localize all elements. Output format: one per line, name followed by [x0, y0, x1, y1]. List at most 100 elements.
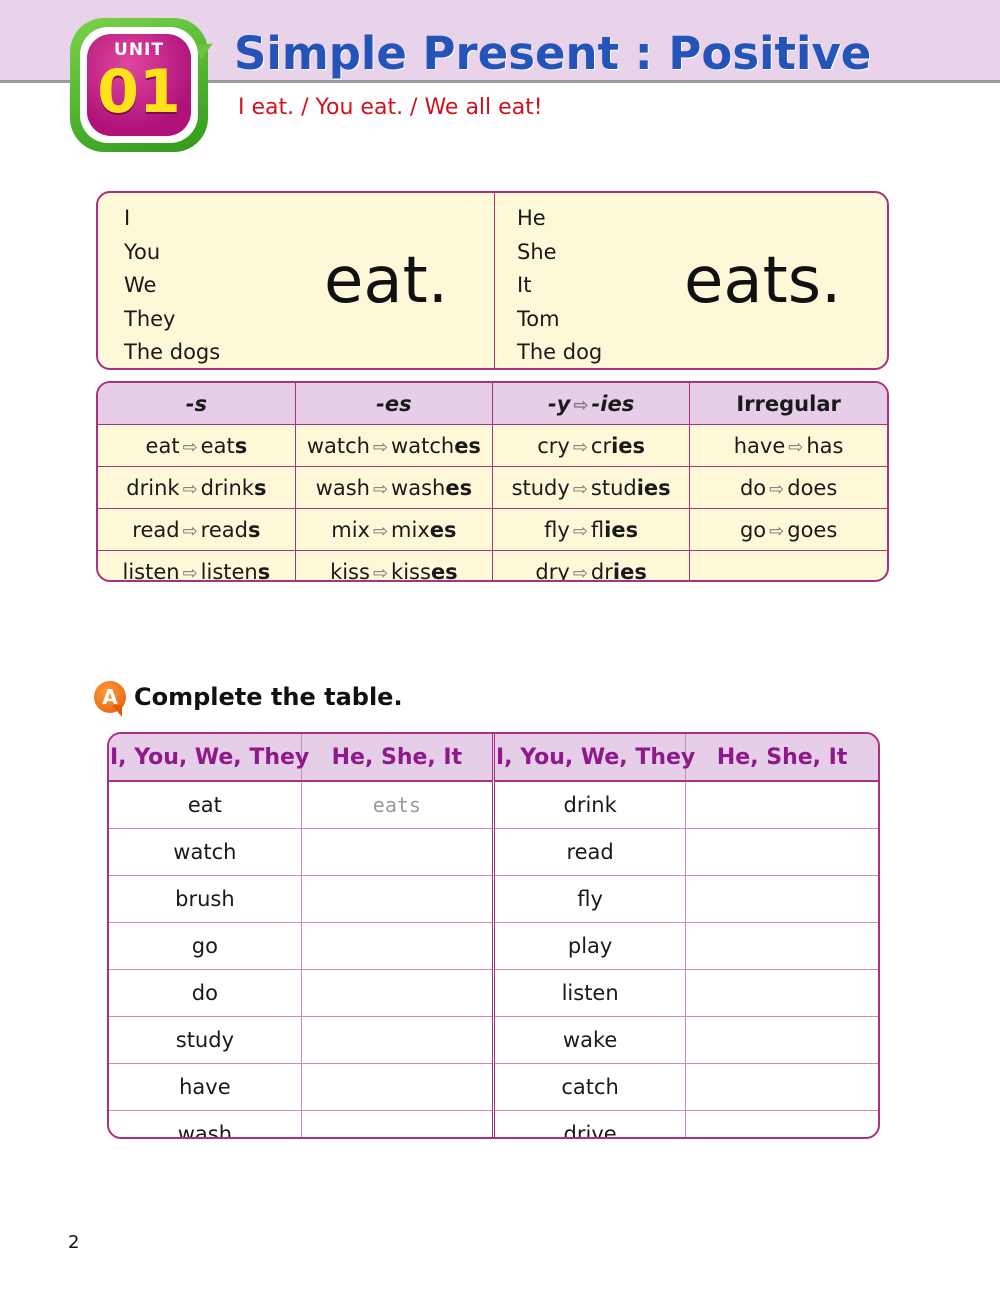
rule-header-y-ies: -y ⇨ -ies	[492, 383, 691, 425]
table-row: brush fly	[109, 875, 878, 923]
rules-header-row: -s -es -y ⇨ -ies Irregular	[98, 383, 887, 425]
answer-cell[interactable]	[685, 1063, 878, 1111]
answer-cell[interactable]	[685, 781, 878, 829]
answer-cell[interactable]	[301, 969, 496, 1017]
rule-cell: do ⇨ does	[689, 466, 887, 509]
page-title: Simple Present : Positive	[234, 27, 872, 80]
conjugation-box: I You We They The dogs eat. He She It To…	[96, 191, 889, 370]
answer-cell[interactable]	[685, 875, 878, 923]
subject: They	[124, 306, 176, 331]
subject: I	[124, 206, 131, 230]
ending: ies	[612, 559, 647, 582]
rule-header-label: -y	[548, 391, 571, 416]
base-verb-cell: wash	[109, 1110, 302, 1137]
stem: fl	[590, 517, 605, 542]
stem: kiss	[391, 559, 431, 582]
column-header: He, She, It	[685, 734, 878, 782]
answer-cell[interactable]	[301, 922, 496, 970]
ending: es	[429, 517, 457, 542]
irregular-form: has	[806, 433, 844, 458]
ending: es	[454, 433, 481, 458]
table-row: go play	[109, 922, 878, 970]
answer-cell[interactable]	[685, 969, 878, 1017]
column-header: I, You, We, They	[493, 734, 695, 782]
subject: You	[124, 239, 161, 264]
subject: The dogs	[124, 340, 221, 365]
rule-header-irregular: Irregular	[689, 383, 887, 425]
subject: She	[517, 239, 557, 264]
arrow-right-icon: ⇨	[788, 436, 804, 458]
base-verb-cell: have	[109, 1063, 302, 1111]
base-form: watch	[306, 433, 370, 458]
base-verb-cell: listen	[493, 969, 687, 1017]
base-verb-cell: watch	[109, 828, 302, 876]
base-verb-cell: go	[109, 922, 302, 970]
answer-cell[interactable]	[686, 1111, 878, 1138]
base-verb-cell: read	[493, 828, 687, 876]
base-form: mix	[331, 517, 370, 542]
ending: s	[234, 433, 248, 458]
answer-cell[interactable]	[301, 828, 496, 876]
rule-cell-empty	[690, 551, 887, 581]
arrow-right-icon: ⇨	[372, 562, 389, 582]
rule-cell: mix ⇨ mixes	[295, 508, 494, 551]
rule-cell: wash ⇨ washes	[295, 466, 494, 509]
base-form: wash	[315, 475, 370, 500]
base-form: read	[132, 517, 180, 542]
arrow-right-icon: ⇨	[182, 436, 198, 458]
plural-subjects: I You We They The dogs	[124, 202, 220, 370]
rule-header-label: -ies	[591, 391, 635, 416]
unit-number: 01	[97, 57, 181, 127]
arrow-right-icon: ⇨	[769, 478, 785, 500]
stem: cr	[590, 433, 612, 458]
answer-cell[interactable]	[685, 922, 878, 970]
answer-cell[interactable]: eats	[301, 781, 496, 829]
stem: drink	[200, 475, 254, 500]
answer-cell[interactable]	[301, 1016, 496, 1064]
base-verb-cell: eat	[109, 781, 302, 829]
ending: es	[445, 475, 473, 500]
base-verb: eat.	[324, 244, 449, 318]
rule-cell: fly ⇨ flies	[492, 508, 691, 551]
stem: dr	[590, 559, 613, 582]
answer-cell[interactable]	[301, 1110, 496, 1137]
subject: We	[124, 273, 157, 298]
subject: He	[517, 206, 546, 230]
arrow-right-icon: ⇨	[182, 520, 198, 542]
stem: listen	[200, 559, 258, 582]
base-form: go	[739, 517, 767, 542]
base-form: cry	[537, 433, 570, 458]
third-person-verb: eats.	[684, 244, 842, 318]
rule-header-label: -es	[376, 391, 412, 416]
unit-label: UNIT	[114, 40, 164, 60]
arrow-right-icon: ⇨	[572, 520, 588, 542]
ending: s	[257, 559, 271, 582]
arrow-right-icon: ⇨	[182, 562, 198, 582]
rule-cell: go ⇨ goes	[689, 508, 887, 551]
stem: mix	[391, 517, 430, 542]
answer-cell[interactable]	[301, 875, 496, 923]
arrow-right-icon: ⇨	[182, 478, 198, 500]
rule-cell: read ⇨ reads	[98, 508, 296, 551]
subject: It	[517, 273, 532, 298]
ending: ies	[611, 433, 646, 458]
base-verb-cell: play	[493, 922, 687, 970]
exercise-header-row: I, You, We, They He, She, It I, You, We,…	[109, 734, 878, 782]
rule-header-s: -s	[98, 383, 296, 425]
table-row: drink ⇨ drinks wash ⇨ washes study ⇨ studies d…	[98, 466, 887, 509]
ending: ies	[636, 475, 671, 500]
answer-cell[interactable]	[685, 1016, 878, 1064]
base-verb-cell: brush	[109, 875, 302, 923]
table-row: listen ⇨ listens kiss ⇨ kisses dry ⇨ dries	[98, 550, 887, 582]
answer-cell[interactable]	[685, 828, 878, 876]
base-verb-cell: fly	[493, 875, 687, 923]
section-a-badge: A	[94, 681, 126, 717]
section-instruction: Complete the table.	[134, 683, 403, 711]
table-row: study wake	[109, 1016, 878, 1064]
column-header: I, You, We, They	[109, 734, 309, 782]
arrow-right-icon: ⇨	[372, 478, 389, 500]
arrow-right-icon: ⇨	[372, 520, 389, 542]
answer-cell[interactable]	[301, 1063, 496, 1111]
spelling-rules-table: -s -es -y ⇨ -ies Irregular eat ⇨ eats watch ⇨…	[96, 381, 889, 582]
table-row: eat eats drink	[109, 781, 878, 829]
